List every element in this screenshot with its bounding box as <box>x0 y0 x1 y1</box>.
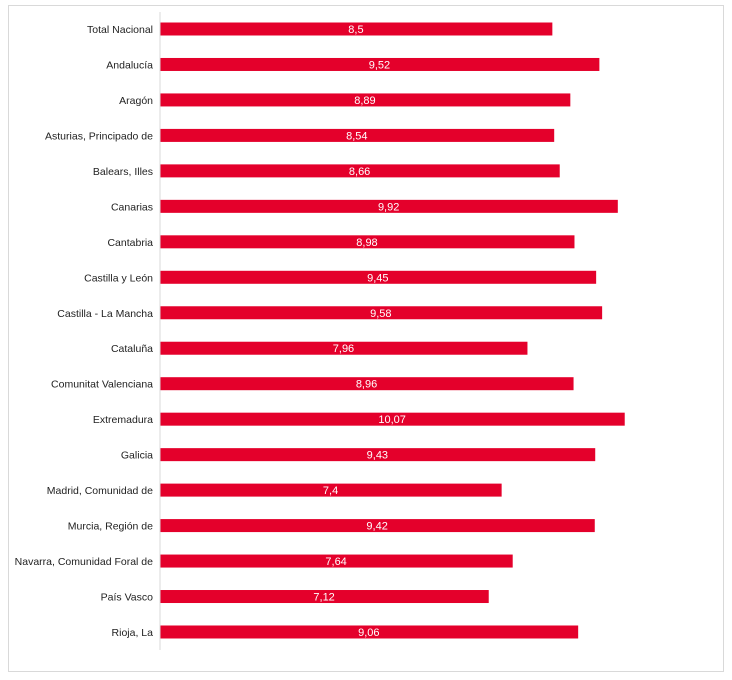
data-label: 8,5 <box>348 24 363 36</box>
bar <box>160 235 575 249</box>
category-label: Galicia <box>121 450 153 462</box>
category-label: Murcia, Región de <box>68 521 153 533</box>
bar <box>160 483 502 497</box>
category-label: Aragón <box>119 95 153 107</box>
data-label: 7,12 <box>313 592 334 604</box>
category-label: Asturias, Principado de <box>45 130 153 142</box>
bar <box>160 412 625 426</box>
data-label: 9,43 <box>367 450 388 462</box>
bar <box>160 625 579 639</box>
data-label: 7,64 <box>325 556 346 568</box>
category-label: Total Nacional <box>87 24 153 36</box>
data-label: 7,4 <box>323 485 338 497</box>
data-label: 9,58 <box>370 308 391 320</box>
bar <box>160 377 574 391</box>
category-label: Cantabria <box>107 237 153 249</box>
data-label: 8,96 <box>356 379 377 391</box>
bar <box>160 199 618 213</box>
category-label: Rioja, La <box>112 627 154 639</box>
category-label: Castilla - La Mancha <box>57 308 153 320</box>
data-label: 8,54 <box>346 130 367 142</box>
data-label: 7,96 <box>333 343 354 355</box>
data-label: 9,45 <box>367 272 388 284</box>
category-label: Navarra, Comunidad Foral de <box>15 556 153 568</box>
data-label: 9,92 <box>378 201 399 213</box>
data-label: 8,98 <box>356 237 377 249</box>
category-label: Castilla y León <box>84 272 153 284</box>
bar <box>160 164 560 178</box>
bar <box>160 270 597 284</box>
data-label: 9,06 <box>358 627 379 639</box>
category-label: Canarias <box>111 201 153 213</box>
category-label: Cataluña <box>111 343 153 355</box>
category-label: Comunitat Valenciana <box>51 379 153 391</box>
data-label: 10,07 <box>378 414 406 426</box>
bar <box>160 57 600 71</box>
category-label: Balears, Illes <box>93 166 153 178</box>
category-label: Andalucía <box>106 59 153 71</box>
bar <box>160 554 513 568</box>
data-label: 8,89 <box>354 95 375 107</box>
category-label: Madrid, Comunidad de <box>47 485 153 497</box>
category-label: País Vasco <box>101 592 153 604</box>
bar <box>160 128 555 142</box>
bar <box>160 341 528 355</box>
bar <box>160 519 595 533</box>
bar <box>160 93 571 107</box>
data-label: 9,52 <box>369 59 390 71</box>
data-label: 9,42 <box>366 521 387 533</box>
category-label: Extremadura <box>93 414 153 426</box>
bar <box>160 22 553 36</box>
chart-frame <box>8 5 724 672</box>
data-label: 8,66 <box>349 166 370 178</box>
bar <box>160 306 603 320</box>
bar <box>160 448 596 462</box>
bar <box>160 590 489 604</box>
